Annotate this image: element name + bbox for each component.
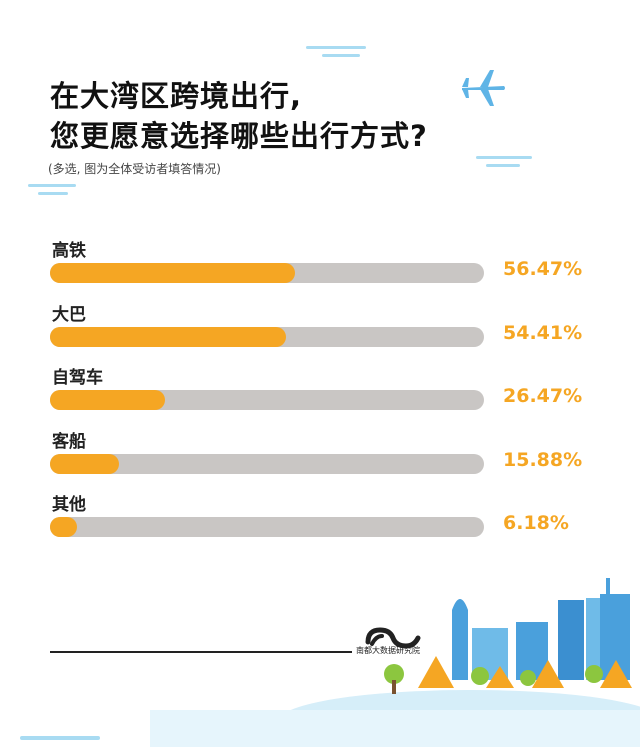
bar	[50, 517, 77, 537]
title-line-1: 在大湾区跨境出行,	[50, 79, 303, 113]
subtitle: (多选, 图为全体受访者填答情况)	[48, 162, 221, 176]
airplane-icon	[462, 70, 505, 106]
brand-logo	[365, 627, 421, 649]
bar-track	[50, 326, 484, 347]
bar	[50, 390, 165, 410]
bar-value-label: 56.47%	[503, 258, 583, 280]
bar-value-label: 15.88%	[503, 448, 583, 471]
bar	[50, 263, 296, 283]
bar-value-label: 26.47%	[503, 385, 583, 407]
cloud-line	[322, 54, 360, 57]
bar	[50, 326, 287, 347]
bar-category-label: 客船	[52, 431, 86, 452]
bar-track	[50, 390, 484, 410]
brand-name: 南都大数据研究院	[356, 646, 420, 655]
bar-category-label: 高铁	[52, 241, 86, 261]
bar-category-label: 自驾车	[52, 368, 103, 388]
bar	[50, 453, 119, 474]
bar-value-label: 54.41%	[503, 321, 583, 344]
footer-divider	[50, 651, 352, 653]
bar-chart: 高铁 56.47% 大巴 54.41% 自驾车 26.47% 客船 15.88% 其他 6.18%	[50, 241, 583, 537]
bar-track	[50, 263, 484, 283]
bar-category-label: 其他	[52, 495, 86, 515]
bar-track	[50, 453, 484, 474]
title-line-2: 您更愿意选择哪些出行方式?	[50, 119, 428, 153]
bar-category-label: 大巴	[52, 304, 86, 325]
bar-track	[50, 517, 484, 537]
city-skyline-illustration	[20, 578, 640, 747]
cloud-line	[38, 192, 68, 195]
page-title: 在大湾区跨境出行, 您更愿意选择哪些出行方式?	[50, 76, 428, 156]
cloud-line	[306, 46, 366, 49]
cloud-line	[476, 156, 532, 159]
cloud-line	[486, 164, 520, 167]
bar-value-label: 6.18%	[503, 512, 569, 534]
cloud-line	[28, 184, 76, 187]
